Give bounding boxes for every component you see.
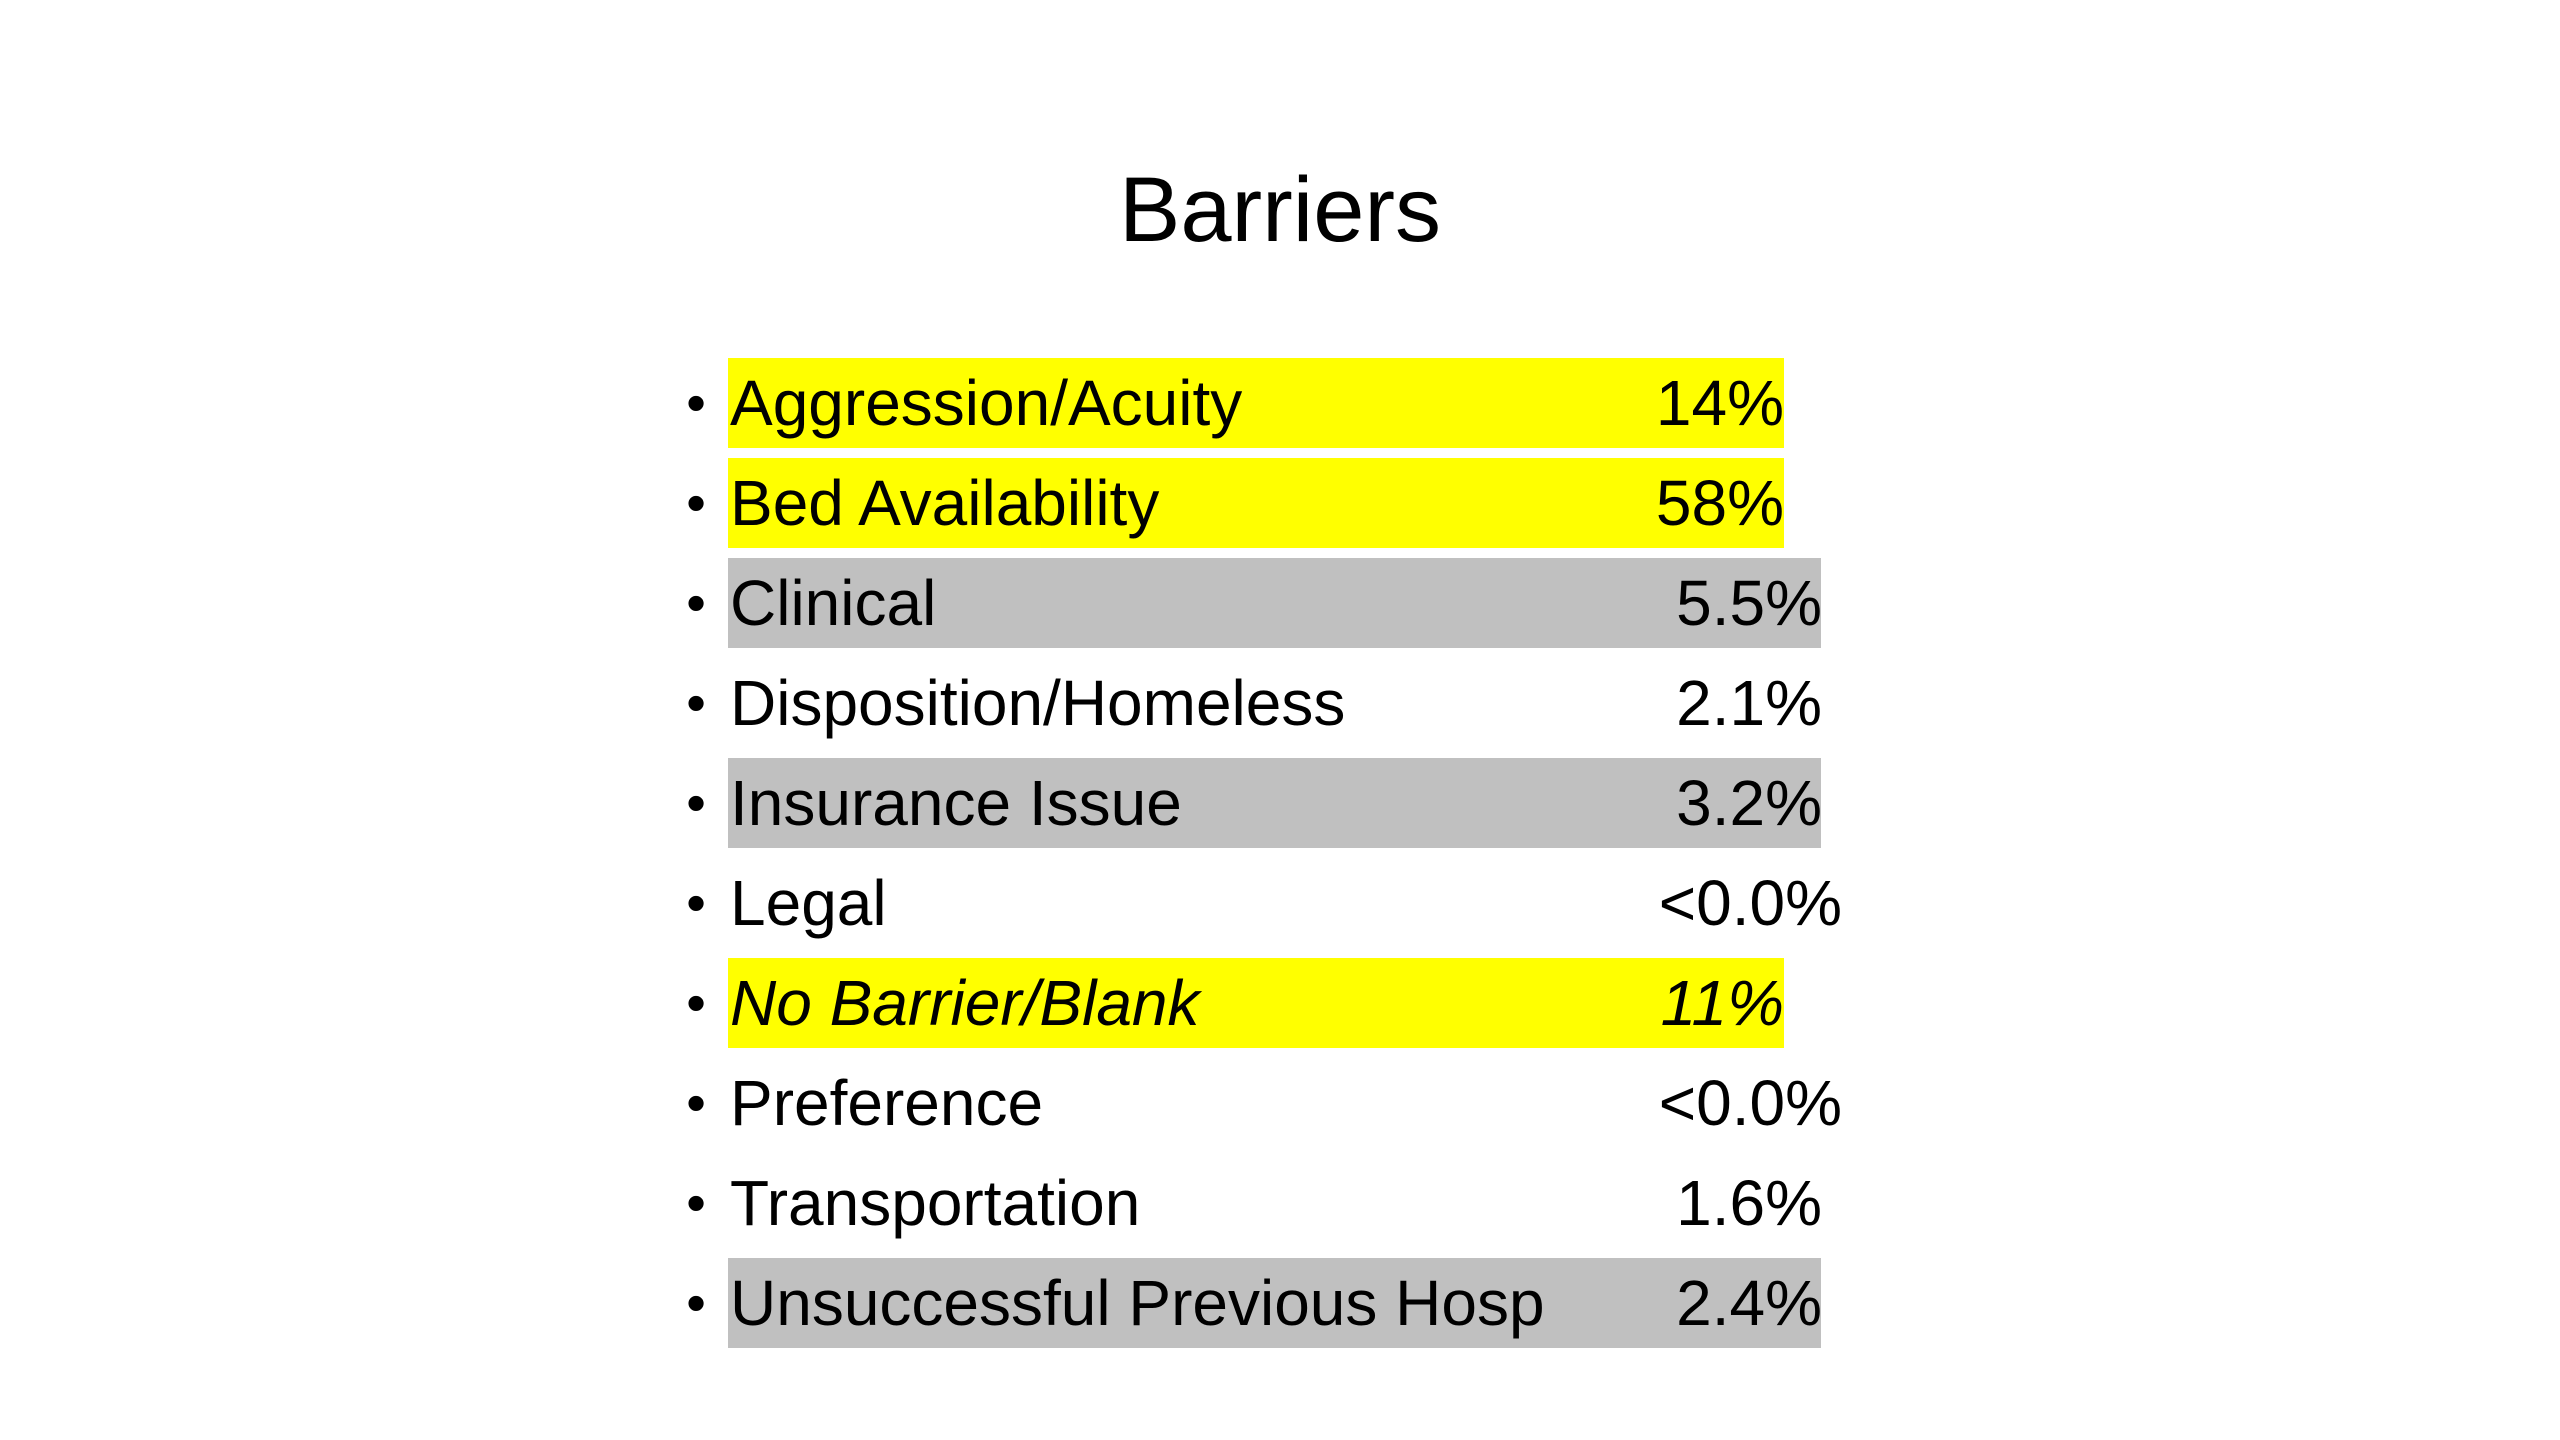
bullet-icon: • [686, 1071, 706, 1134]
item-value: 3.2% [1676, 767, 1822, 839]
item-value: <0.0% [1658, 1067, 1842, 1139]
item-label: Bed Availability [730, 467, 1160, 539]
bullet-icon: • [686, 371, 706, 434]
bullet-icon: • [686, 671, 706, 734]
list-item-unsuccessful-previous-hosp: • Unsuccessful Previous Hosp 2.4% [0, 1258, 2560, 1348]
item-label: Insurance Issue [730, 767, 1182, 839]
yellow-highlight [728, 958, 1784, 1048]
bullet-icon: • [686, 1271, 706, 1334]
list-item-transportation: • Transportation 1.6% [0, 1158, 2560, 1248]
item-value: 2.4% [1676, 1267, 1822, 1339]
item-value: 14% [1655, 367, 1784, 439]
item-value: 2.1% [1676, 667, 1822, 739]
bullet-icon: • [686, 471, 706, 534]
item-value: <0.0% [1658, 867, 1842, 939]
bullet-icon: • [686, 971, 706, 1034]
list-item-clinical: • Clinical 5.5% [0, 558, 2560, 648]
item-label: Clinical [730, 567, 937, 639]
item-value: 5.5% [1676, 567, 1822, 639]
bullet-icon: • [686, 571, 706, 634]
item-value: 1.6% [1676, 1167, 1822, 1239]
bullet-icon: • [686, 771, 706, 834]
item-label: Transportation [730, 1167, 1141, 1239]
item-label: Aggression/Acuity [730, 367, 1243, 439]
slide-title: Barriers [1118, 159, 1442, 261]
item-value: 58% [1655, 467, 1784, 539]
bullet-icon: • [686, 1171, 706, 1234]
list-item-bed-availability: • Bed Availability 58% [0, 458, 2560, 548]
list-item-preference: • Preference <0.0% [0, 1058, 2560, 1148]
gray-highlight [728, 758, 1821, 848]
gray-highlight [728, 558, 1821, 648]
item-label: Unsuccessful Previous Hosp [730, 1267, 1545, 1339]
item-label: No Barrier/Blank [730, 967, 1200, 1039]
item-value: 11% [1660, 967, 1784, 1039]
item-label: Legal [730, 867, 887, 939]
yellow-highlight [728, 458, 1784, 548]
list-item-no-barrier-blank: • No Barrier/Blank 11% [0, 958, 2560, 1048]
item-label: Disposition/Homeless [730, 667, 1346, 739]
list-item-legal: • Legal <0.0% [0, 858, 2560, 948]
gray-highlight [728, 1258, 1821, 1348]
yellow-highlight [728, 358, 1784, 448]
list-item-insurance-issue: • Insurance Issue 3.2% [0, 758, 2560, 848]
item-label: Preference [730, 1067, 1044, 1139]
list-item-aggression-acuity: • Aggression/Acuity 14% [0, 358, 2560, 448]
bullet-icon: • [686, 871, 706, 934]
list-item-disposition-homeless: • Disposition/Homeless 2.1% [0, 658, 2560, 748]
